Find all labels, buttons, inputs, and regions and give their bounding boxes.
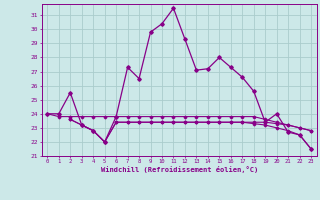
X-axis label: Windchill (Refroidissement éolien,°C): Windchill (Refroidissement éolien,°C): [100, 166, 258, 173]
